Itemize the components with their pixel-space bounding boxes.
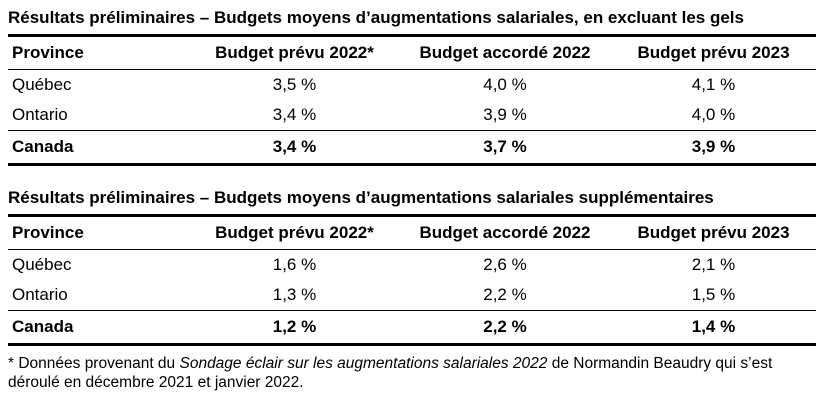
cell-planned-2023: 1,5 % [691,285,736,304]
cell-planned-2023: 1,4 % [691,317,736,336]
footnote-suffix: de Normandin Beaudry qui s’est déroulé e… [8,355,773,391]
cell-planned-2023: 3,9 % [691,137,736,156]
header-planned-2022: Budget prévu 2022* [215,43,374,62]
cell-granted-2022: 2,6 % [483,255,527,274]
table-header-row: Province Budget prévu 2022* Budget accor… [8,215,816,250]
table-row-quebec: Québec 3,5 % 4,0 % 4,1 % [8,70,816,101]
cell-granted-2022: 4,0 % [483,75,527,94]
header-province: Province [12,43,84,62]
header-granted-2022: Budget accordé 2022 [419,43,591,62]
supplementary-budget-table: Province Budget prévu 2022* Budget accor… [8,214,816,346]
cell-province: Québec [12,255,72,274]
footnote-survey-name: Sondage éclair sur les augmentations sal… [179,355,548,372]
cell-planned-2022: 3,4 % [272,137,317,156]
cell-planned-2023: 2,1 % [691,255,736,274]
header-planned-2022: Budget prévu 2022* [215,223,374,242]
cell-province: Canada [12,317,74,336]
table-block-excluding-freezes: Résultats préliminaires – Budgets moyens… [8,8,816,166]
cell-province: Ontario [12,105,68,124]
cell-province: Québec [12,75,72,94]
salary-budget-table: Province Budget prévu 2022* Budget accor… [8,34,816,166]
cell-planned-2023: 4,0 % [691,105,736,124]
table-row-quebec: Québec 1,6 % 2,6 % 2,1 % [8,250,816,281]
cell-planned-2022: 1,3 % [272,285,317,304]
cell-granted-2022: 3,9 % [483,105,527,124]
table-row-canada-total: Canada 1,2 % 2,2 % 1,4 % [8,310,816,345]
cell-province: Canada [12,137,74,156]
table-block-supplementary: Résultats préliminaires – Budgets moyens… [8,188,816,346]
header-planned-2023: Budget prévu 2023 [637,43,790,62]
cell-granted-2022: 2,2 % [483,317,527,336]
cell-planned-2023: 4,1 % [691,75,736,94]
page: Résultats préliminaires – Budgets moyens… [8,0,816,392]
cell-planned-2022: 3,5 % [272,75,317,94]
cell-planned-2022: 1,2 % [272,317,317,336]
cell-granted-2022: 2,2 % [483,285,527,304]
cell-province: Ontario [12,285,68,304]
table-row-canada-total: Canada 3,4 % 3,7 % 3,9 % [8,130,816,165]
table-title: Résultats préliminaires – Budgets moyens… [8,188,714,207]
cell-planned-2022: 1,6 % [272,255,317,274]
table-title: Résultats préliminaires – Budgets moyens… [8,8,744,27]
footnote: * Données provenant du Sondage éclair su… [8,354,816,392]
table-header-row: Province Budget prévu 2022* Budget accor… [8,35,816,70]
table-row-ontario: Ontario 3,4 % 3,9 % 4,0 % [8,100,816,131]
header-province: Province [12,223,84,242]
header-planned-2023: Budget prévu 2023 [637,223,790,242]
footnote-prefix: * Données provenant du [8,355,180,372]
table-row-ontario: Ontario 1,3 % 2,2 % 1,5 % [8,280,816,311]
header-granted-2022: Budget accordé 2022 [419,223,591,242]
cell-planned-2022: 3,4 % [272,105,317,124]
cell-granted-2022: 3,7 % [483,137,527,156]
